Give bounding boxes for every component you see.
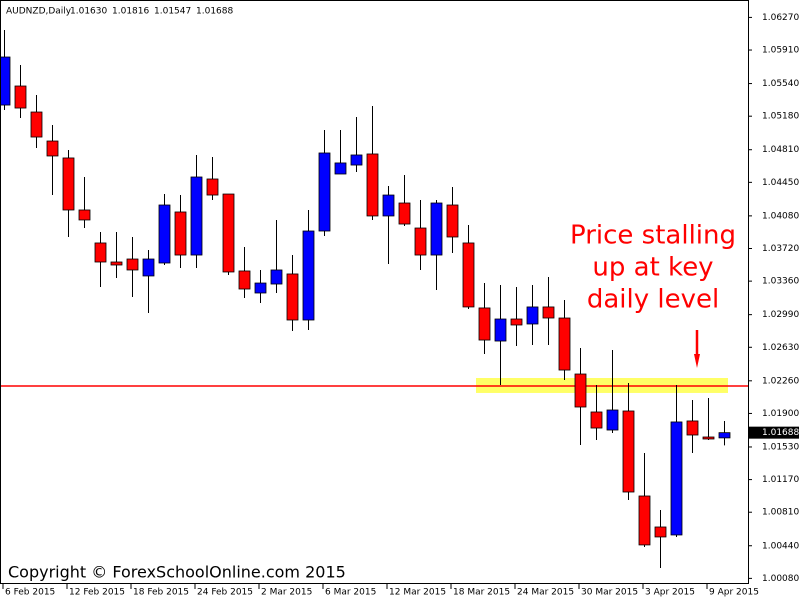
- annotation: Price stalling: [570, 221, 736, 251]
- x-tick-label: 12 Feb 2015: [69, 588, 125, 598]
- y-tick-label: 1.02260: [762, 376, 799, 386]
- arrow-head: [694, 354, 700, 368]
- candle-body: [382, 194, 395, 217]
- candle-body: [286, 273, 299, 321]
- plot: [0, 30, 748, 568]
- annotation: daily level: [587, 285, 719, 315]
- candle-body: [494, 318, 507, 342]
- copyright: Copyright © ForexSchoolOnline.com 2015: [8, 563, 346, 582]
- x-tick-label: 9 Apr 2015: [709, 588, 759, 598]
- candle-body: [462, 242, 475, 308]
- candle-body: [398, 202, 411, 225]
- y-tick-label: 1.04450: [762, 178, 799, 188]
- x-tick-label: 24 Feb 2015: [197, 588, 253, 598]
- candle-body: [110, 261, 123, 266]
- candle-body: [222, 193, 235, 273]
- candle-body: [526, 306, 539, 325]
- x-tick-label: 12 Mar 2015: [389, 588, 446, 598]
- candle-body: [430, 202, 443, 256]
- candle-body: [670, 421, 683, 536]
- candle-body: [542, 306, 555, 319]
- header-value: 1.01630: [70, 7, 107, 17]
- candle-body: [590, 411, 603, 429]
- x-tick-label: 18 Feb 2015: [133, 588, 189, 598]
- y-tick-label: 1.03720: [762, 244, 799, 254]
- x-tick-label: 18 Mar 2015: [453, 588, 510, 598]
- candle-body: [238, 270, 251, 290]
- y-tick-label: 1.00080: [762, 574, 799, 584]
- candle-body: [446, 204, 459, 238]
- y-tick-label: 1.01530: [762, 442, 799, 452]
- candle-body: [254, 282, 267, 294]
- header-value: 1.01547: [154, 7, 191, 17]
- candle-body: [318, 152, 331, 232]
- candle-body: [174, 211, 187, 256]
- plot-frame: [0, 0, 749, 584]
- y-tick-label: 1.00810: [762, 508, 799, 518]
- y-tick-label: 1.02630: [762, 343, 799, 353]
- y-tick-label: 1.02990: [762, 310, 799, 320]
- candle-body: [414, 227, 427, 256]
- candle-body: [574, 373, 587, 408]
- candle-body: [206, 178, 219, 196]
- header-value: 1.01688: [196, 7, 233, 17]
- y-tick-label: 1.01900: [762, 409, 799, 419]
- x-tick-label: 2 Mar 2015: [261, 588, 312, 598]
- current-price-label: 1.01688: [762, 428, 799, 438]
- candle-body: [46, 140, 59, 157]
- candle-body: [510, 318, 523, 326]
- y-tick-label: 1.04080: [762, 211, 799, 221]
- current-price-box: [749, 426, 799, 439]
- candle-body: [718, 432, 731, 439]
- x-tick-label: 24 Mar 2015: [517, 588, 574, 598]
- candle-body: [78, 209, 91, 221]
- candle-body: [334, 162, 347, 175]
- candle-body: [702, 436, 715, 440]
- candle-body: [126, 258, 139, 271]
- candle-body: [14, 85, 27, 109]
- candle-body: [366, 153, 379, 217]
- candle-body: [190, 176, 203, 256]
- x-tick-label: 6 Mar 2015: [325, 588, 376, 598]
- x-tick-label: 6 Feb 2015: [5, 588, 55, 598]
- candle-body: [686, 420, 699, 436]
- y-tick-label: 1.05910: [762, 46, 799, 56]
- candle-body: [558, 317, 571, 371]
- candle-body: [606, 409, 619, 431]
- candle-body: [350, 154, 363, 166]
- y-tick-label: 1.03360: [762, 277, 799, 287]
- candle-body: [142, 258, 155, 277]
- candle-body: [270, 269, 283, 285]
- x-tick-label: 3 Apr 2015: [645, 588, 695, 598]
- y-tick-label: 1.00440: [762, 541, 799, 551]
- candle-body: [30, 111, 43, 138]
- y-tick-label: 1.01170: [762, 475, 799, 485]
- candle-body: [158, 204, 171, 264]
- chart-title: AUDNZD,Daily: [6, 7, 72, 17]
- header-value: 1.01816: [112, 7, 149, 17]
- candle-body: [0, 56, 11, 106]
- candle-body: [654, 526, 667, 538]
- annotation: up at key: [592, 253, 713, 283]
- candle-body: [302, 230, 315, 321]
- y-tick-label: 1.04810: [762, 145, 799, 155]
- candle-body: [622, 410, 635, 493]
- candle-body: [94, 242, 107, 263]
- y-tick-label: 1.05180: [762, 112, 799, 122]
- candle-body: [638, 495, 651, 546]
- x-tick-label: 30 Mar 2015: [581, 588, 638, 598]
- y-tick-label: 1.05540: [762, 79, 799, 89]
- candle-body: [478, 307, 491, 341]
- candle-body: [62, 157, 75, 211]
- y-tick-label: 1.06270: [762, 13, 799, 23]
